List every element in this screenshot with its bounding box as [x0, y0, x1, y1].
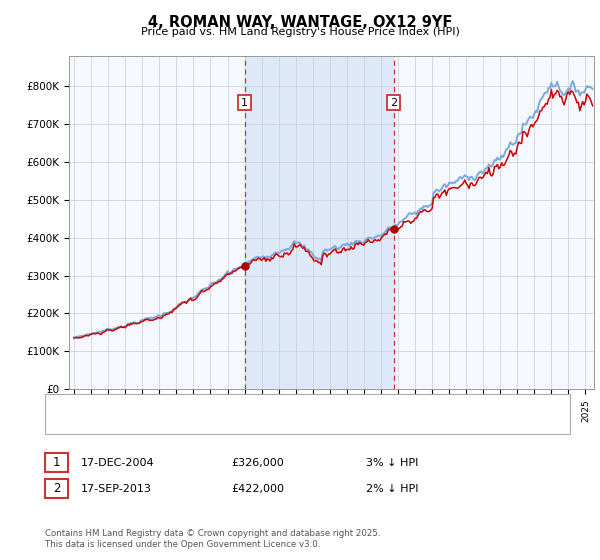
Text: 2: 2 — [390, 97, 397, 108]
Text: Price paid vs. HM Land Registry's House Price Index (HPI): Price paid vs. HM Land Registry's House … — [140, 27, 460, 37]
Text: £326,000: £326,000 — [231, 458, 284, 468]
Text: HPI: Average price, detached house, Vale of White Horse: HPI: Average price, detached house, Vale… — [90, 419, 373, 429]
Text: 1: 1 — [53, 456, 60, 469]
Text: 4, ROMAN WAY, WANTAGE, OX12 9YF: 4, ROMAN WAY, WANTAGE, OX12 9YF — [148, 15, 452, 30]
Text: £422,000: £422,000 — [231, 484, 284, 494]
Text: 4, ROMAN WAY, WANTAGE, OX12 9YF (detached house): 4, ROMAN WAY, WANTAGE, OX12 9YF (detache… — [90, 400, 366, 410]
Text: Contains HM Land Registry data © Crown copyright and database right 2025.
This d: Contains HM Land Registry data © Crown c… — [45, 529, 380, 549]
Bar — [245, 56, 394, 389]
Text: 3% ↓ HPI: 3% ↓ HPI — [366, 458, 418, 468]
Text: 2: 2 — [53, 482, 60, 496]
Text: 17-SEP-2013: 17-SEP-2013 — [81, 484, 152, 494]
Text: 2% ↓ HPI: 2% ↓ HPI — [366, 484, 419, 494]
Text: 1: 1 — [241, 97, 248, 108]
Text: 17-DEC-2004: 17-DEC-2004 — [81, 458, 155, 468]
